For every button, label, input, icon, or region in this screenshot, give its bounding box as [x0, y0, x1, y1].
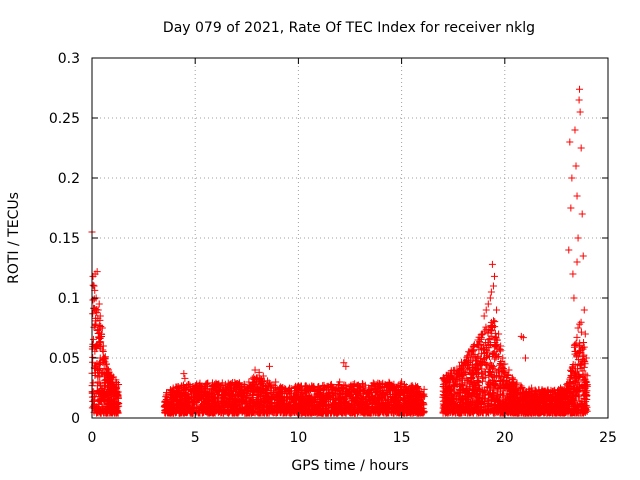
data-point [95, 361, 103, 369]
data-point [98, 389, 106, 397]
data-point [565, 246, 573, 254]
data-point [577, 318, 585, 326]
data-point [89, 310, 97, 318]
data-point [89, 353, 97, 361]
data-point [580, 339, 588, 347]
data-point [91, 321, 99, 329]
data-point [181, 374, 189, 382]
data-point [106, 383, 114, 391]
data-point [89, 335, 97, 343]
data-point [567, 204, 575, 212]
data-point [102, 388, 110, 396]
data-point [94, 327, 102, 335]
data-point [575, 96, 583, 104]
data-point [89, 397, 97, 405]
data-point [89, 281, 97, 289]
data-point [180, 370, 188, 378]
data-point [218, 382, 226, 390]
data-point [493, 306, 501, 314]
data-point [480, 312, 488, 320]
data-point [347, 381, 355, 389]
data-point [482, 306, 490, 314]
data-point [569, 270, 577, 278]
data-point [97, 323, 105, 331]
data-point [488, 260, 496, 268]
data-point [96, 366, 104, 374]
data-point [101, 383, 109, 391]
data-point [198, 405, 206, 413]
data-point [112, 389, 120, 397]
data-point [91, 347, 99, 355]
data-point [358, 380, 366, 388]
data-point [93, 387, 101, 395]
data-point [104, 395, 112, 403]
data-point [108, 393, 116, 401]
data-point [94, 372, 102, 380]
data-point [490, 272, 498, 280]
data-point [96, 397, 104, 405]
data-point [577, 144, 585, 152]
data-point [420, 385, 428, 393]
data-point [106, 409, 114, 417]
data-point [103, 406, 111, 414]
data-point [578, 210, 586, 218]
grid-lines [92, 58, 608, 418]
data-point [484, 300, 492, 308]
data-point [574, 234, 582, 242]
data-point [192, 408, 200, 416]
data-point [521, 354, 529, 362]
data-point [266, 362, 274, 370]
data-point [570, 294, 578, 302]
data-point [566, 138, 574, 146]
data-point [576, 85, 584, 93]
data-point [573, 192, 581, 200]
data-point [92, 320, 100, 328]
data-point [572, 162, 580, 170]
data-point [229, 378, 237, 386]
data-point [577, 328, 585, 336]
data-point [94, 409, 102, 417]
data-point [101, 402, 109, 410]
data-point [112, 408, 120, 416]
data-point [568, 174, 576, 182]
chart-title: Day 079 of 2021, Rate Of TEC Index for r… [163, 20, 535, 36]
data-point [489, 282, 497, 290]
data-point [90, 304, 98, 312]
data-point [576, 320, 584, 328]
data-point [486, 294, 494, 302]
data-point [571, 126, 579, 134]
data-points [88, 85, 591, 417]
data-point [109, 400, 117, 408]
data-point [105, 396, 113, 404]
data-point [487, 288, 495, 296]
data-point [576, 108, 584, 116]
